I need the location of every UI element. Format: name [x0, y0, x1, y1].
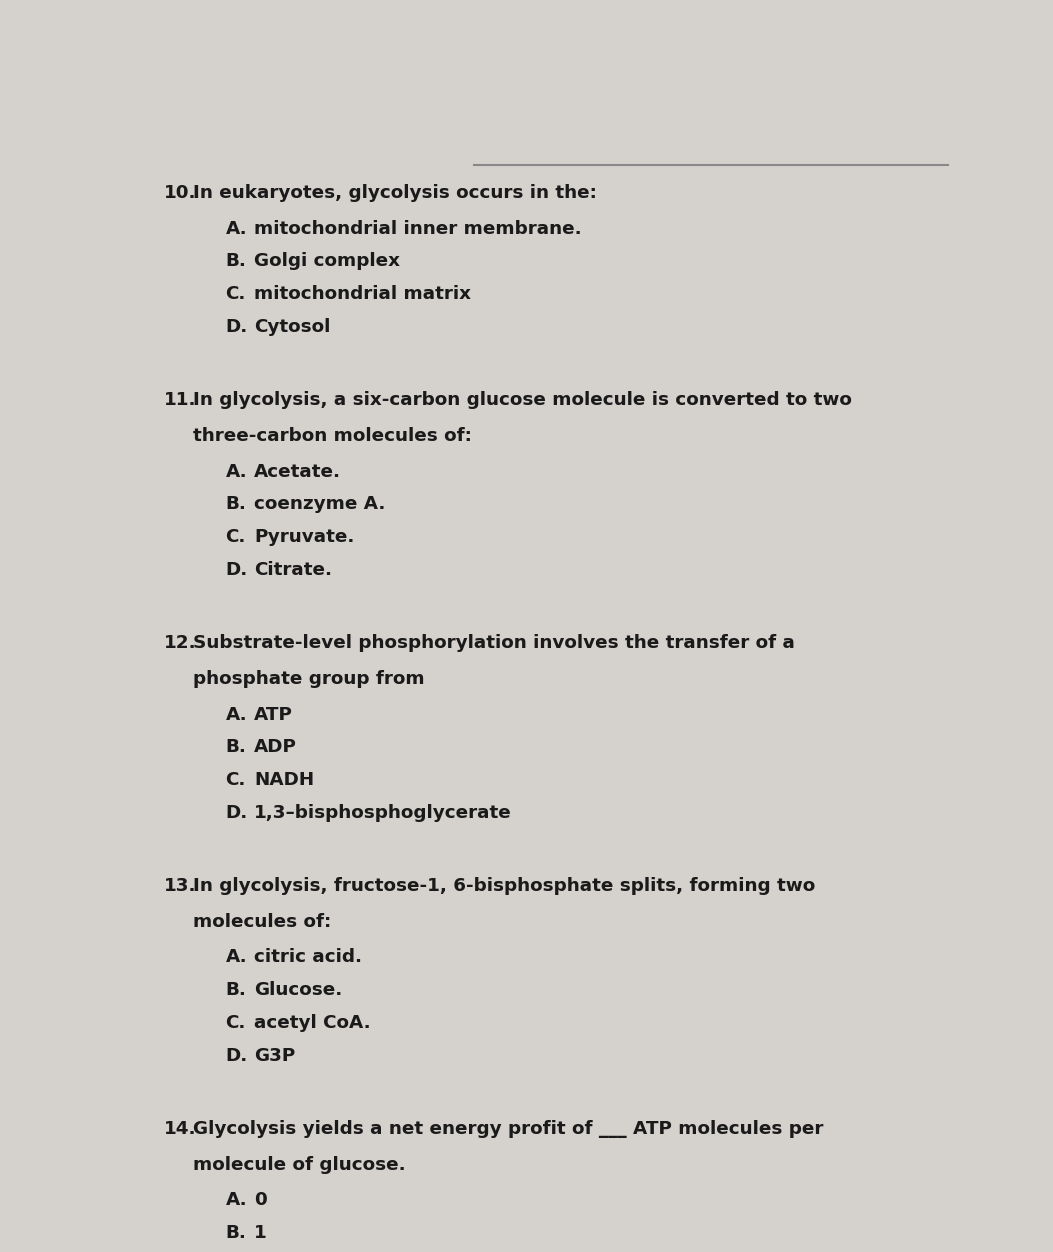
- Text: A.: A.: [225, 706, 247, 724]
- Text: A.: A.: [225, 949, 247, 967]
- Text: 13.: 13.: [164, 878, 197, 895]
- Text: D.: D.: [225, 804, 247, 821]
- Text: phosphate group from: phosphate group from: [193, 670, 424, 687]
- Text: A.: A.: [225, 1192, 247, 1209]
- Text: molecules of:: molecules of:: [193, 913, 331, 930]
- Text: A.: A.: [225, 462, 247, 481]
- Text: B.: B.: [225, 739, 246, 756]
- Text: three-carbon molecules of:: three-carbon molecules of:: [193, 427, 472, 444]
- Text: Glucose.: Glucose.: [254, 982, 342, 999]
- Text: In eukaryotes, glycolysis occurs in the:: In eukaryotes, glycolysis occurs in the:: [193, 184, 597, 202]
- Text: D.: D.: [225, 1047, 247, 1064]
- Text: D.: D.: [225, 561, 247, 578]
- Text: mitochondrial matrix: mitochondrial matrix: [254, 285, 471, 303]
- Text: 0: 0: [254, 1192, 266, 1209]
- Text: D.: D.: [225, 318, 247, 336]
- Text: 14.: 14.: [164, 1121, 197, 1138]
- Text: In glycolysis, fructose-1, 6-bisphosphate splits, forming two: In glycolysis, fructose-1, 6-bisphosphat…: [193, 878, 815, 895]
- Text: mitochondrial inner membrane.: mitochondrial inner membrane.: [254, 219, 581, 238]
- Text: Golgi complex: Golgi complex: [254, 253, 400, 270]
- Text: Pyruvate.: Pyruvate.: [254, 528, 355, 546]
- Text: Citrate.: Citrate.: [254, 561, 332, 578]
- Text: 12.: 12.: [164, 635, 197, 652]
- Text: acetyl CoA.: acetyl CoA.: [254, 1014, 371, 1032]
- Text: B.: B.: [225, 496, 246, 513]
- Text: B.: B.: [225, 982, 246, 999]
- Text: Cytosol: Cytosol: [254, 318, 331, 336]
- Text: 11.: 11.: [164, 392, 197, 409]
- Text: In glycolysis, a six-carbon glucose molecule is converted to two: In glycolysis, a six-carbon glucose mole…: [193, 392, 852, 409]
- Text: 10.: 10.: [164, 184, 197, 202]
- Text: ADP: ADP: [254, 739, 297, 756]
- Text: Substrate-level phosphorylation involves the transfer of a: Substrate-level phosphorylation involves…: [193, 635, 795, 652]
- Text: Glycolysis yields a net energy profit of ___ ATP molecules per: Glycolysis yields a net energy profit of…: [193, 1121, 823, 1138]
- Text: Acetate.: Acetate.: [254, 462, 341, 481]
- Text: C.: C.: [225, 285, 245, 303]
- Text: 1: 1: [254, 1224, 266, 1242]
- Text: NADH: NADH: [254, 771, 314, 789]
- Text: C.: C.: [225, 528, 245, 546]
- Text: G3P: G3P: [254, 1047, 295, 1064]
- Text: A.: A.: [225, 219, 247, 238]
- Text: citric acid.: citric acid.: [254, 949, 362, 967]
- Text: B.: B.: [225, 253, 246, 270]
- Text: B.: B.: [225, 1224, 246, 1242]
- Text: 1,3–bisphosphoglycerate: 1,3–bisphosphoglycerate: [254, 804, 512, 821]
- Text: coenzyme A.: coenzyme A.: [254, 496, 385, 513]
- Text: molecule of glucose.: molecule of glucose.: [193, 1156, 405, 1173]
- Text: ATP: ATP: [254, 706, 293, 724]
- Text: C.: C.: [225, 1014, 245, 1032]
- Text: C.: C.: [225, 771, 245, 789]
